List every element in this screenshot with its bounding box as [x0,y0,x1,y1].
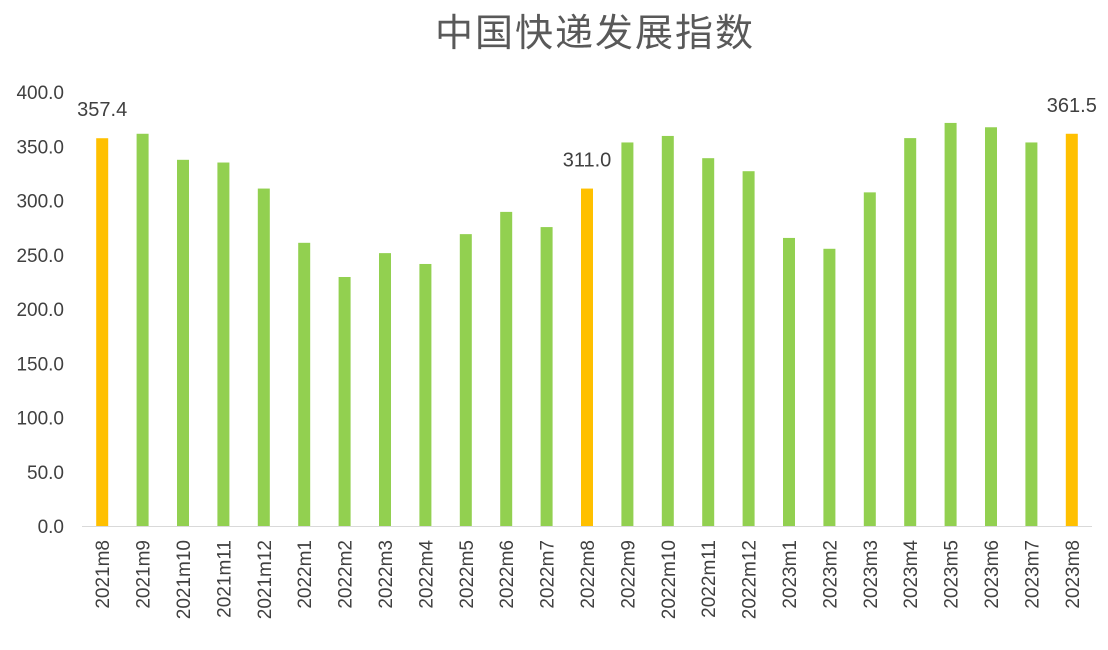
bar-2023m5 [945,123,957,526]
data-label-2023m8: 361.5 [1047,95,1097,117]
x-tick-label: 2023m2 [820,540,841,609]
x-axis: 2021m8 2021m9 2021m10 2021m11 2021m12 2022m1 2… [93,540,1084,620]
y-tick-label: 0.0 [38,517,64,538]
x-tick-label: 2022m2 [336,540,357,609]
x-tick-label: 2023m4 [901,540,922,609]
y-tick-label: 250.0 [16,246,64,267]
bar-2022m9 [621,142,633,526]
bar-2022m11 [702,158,714,526]
bar-2022m1 [298,243,310,526]
bar-2021m11 [217,163,229,526]
x-tick-label: 2021m9 [134,540,155,609]
bar-2022m4 [419,264,431,526]
bar-2023m7 [1025,142,1037,526]
x-tick-label: 2021m10 [174,540,195,619]
x-tick-label: 2022m10 [659,540,680,619]
bar-2023m8 [1066,134,1078,526]
bar-2023m4 [904,138,916,526]
y-tick-label: 200.0 [16,300,64,321]
bar-2023m3 [864,192,876,526]
bars [96,123,1078,526]
x-tick-label: 2021m12 [255,540,276,619]
bar-2022m6 [500,212,512,526]
bar-2022m5 [460,234,472,526]
bar-2022m12 [743,171,755,526]
y-tick-label: 100.0 [16,409,64,430]
x-tick-label: 2022m1 [295,540,316,609]
x-tick-label: 2023m5 [942,540,963,609]
bar-2023m6 [985,127,997,526]
y-tick-label: 400.0 [16,83,64,104]
x-tick-label: 2022m8 [578,540,599,609]
bar-2022m2 [339,277,351,526]
bar-2022m3 [379,253,391,526]
y-tick-label: 300.0 [16,192,64,213]
x-tick-label: 2022m12 [740,540,761,619]
x-tick-label: 2021m8 [93,540,114,609]
x-tick-label: 2022m9 [618,540,639,609]
data-label-2021m8: 357.4 [77,99,127,121]
x-tick-label: 2023m8 [1063,540,1084,609]
x-tick-label: 2022m11 [699,540,720,618]
y-tick-label: 350.0 [16,137,64,158]
y-tick-label: 50.0 [27,463,64,484]
bar-2022m10 [662,136,674,526]
bar-2021m10 [177,160,189,526]
x-tick-label: 2023m3 [861,540,882,609]
bar-2021m9 [137,134,149,526]
x-tick-label: 2022m4 [416,540,437,609]
y-tick-label: 150.0 [16,354,64,375]
bar-2021m12 [258,189,270,526]
x-tick-label: 2021m11 [214,540,235,618]
bar-2021m8 [96,138,108,526]
data-label-2022m8: 311.0 [563,150,612,172]
x-tick-label: 2022m7 [538,540,559,609]
x-tick-label: 2022m3 [376,540,397,609]
bar-2022m8 [581,189,593,526]
bar-2023m2 [823,249,835,526]
x-tick-label: 2023m6 [982,540,1003,609]
data-labels: 357.4 311.0 361.5 [77,95,1097,172]
bar-2023m1 [783,238,795,526]
x-tick-label: 2023m7 [1022,540,1043,609]
x-tick-label: 2022m5 [457,540,478,609]
x-tick-label: 2023m1 [780,540,801,609]
x-tick-label: 2022m6 [497,540,518,609]
bar-2022m7 [541,227,553,526]
